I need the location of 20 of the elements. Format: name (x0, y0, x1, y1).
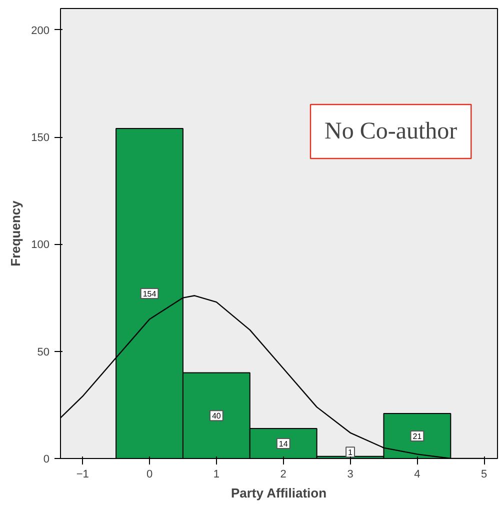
x-tick-label: 5 (481, 468, 488, 480)
y-tick-label: 100 (31, 239, 50, 252)
y-tick-label: 50 (37, 346, 50, 358)
y-tick-label: 200 (31, 24, 50, 37)
y-axis-title: Frequency (8, 200, 24, 266)
x-tick-label: 3 (347, 468, 354, 480)
x-tick-label: 0 (146, 468, 153, 480)
x-tick-label: 2 (280, 468, 286, 480)
data-label: 1 (348, 448, 354, 458)
x-tick-label: −1 (76, 468, 89, 480)
y-tick-label: 0 (43, 454, 50, 466)
data-label: 14 (278, 440, 288, 448)
data-label: 154 (142, 290, 157, 298)
y-tick-label: 150 (31, 132, 50, 144)
x-tick-label: 4 (414, 468, 420, 480)
data-label: 21 (412, 432, 422, 441)
data-label: 40 (212, 412, 222, 421)
x-axis-title: Party Affiliation (230, 486, 327, 500)
x-tick-label: 1 (213, 468, 220, 480)
annotation: No Co-author (324, 118, 458, 144)
